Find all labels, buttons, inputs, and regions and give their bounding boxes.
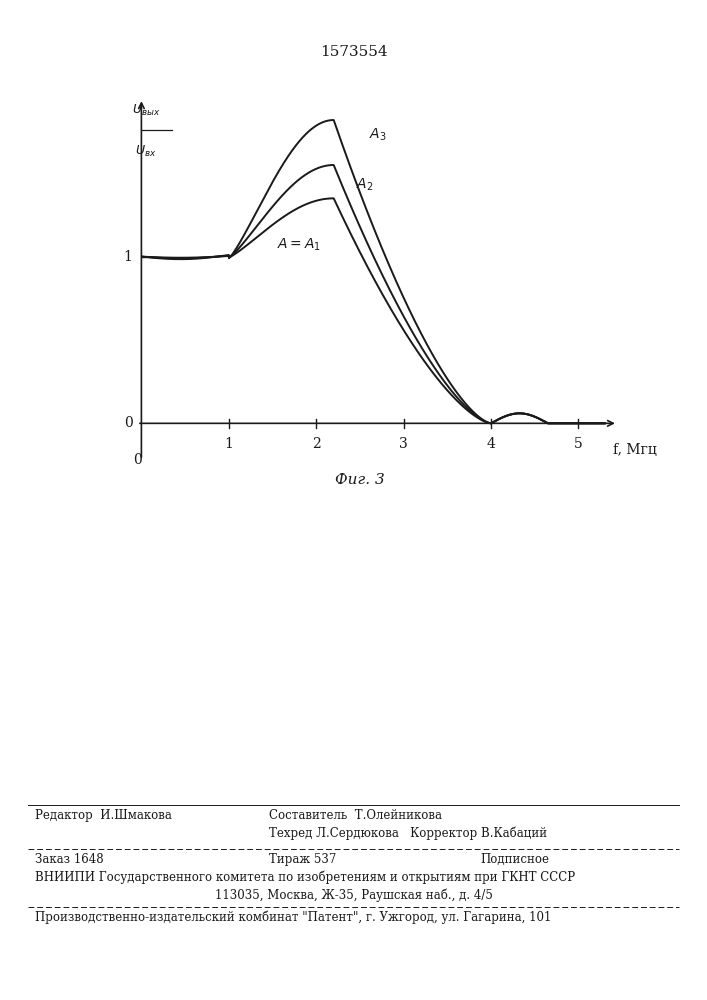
Text: ВНИИПИ Государственного комитета по изобретениям и открытиям при ГКНТ СССР: ВНИИПИ Государственного комитета по изоб…	[35, 871, 575, 884]
Text: f, Мгц: f, Мгц	[614, 443, 658, 457]
Text: Подписное: Подписное	[481, 853, 550, 866]
Text: Фиг. 3: Фиг. 3	[335, 473, 385, 487]
Text: $A_2$: $A_2$	[356, 177, 373, 193]
Text: $A_3$: $A_3$	[368, 127, 386, 143]
Text: $U_{вх}$: $U_{вх}$	[135, 144, 156, 159]
Text: Редактор  И.Шмакова: Редактор И.Шмакова	[35, 809, 173, 822]
Text: 113035, Москва, Ж-35, Раушская наб., д. 4/5: 113035, Москва, Ж-35, Раушская наб., д. …	[214, 889, 493, 902]
Text: 3: 3	[399, 437, 408, 451]
Text: 0: 0	[133, 453, 141, 467]
Text: $A=A_1$: $A=A_1$	[277, 237, 321, 253]
Text: Составитель  Т.Олейникова: Составитель Т.Олейникова	[269, 809, 442, 822]
Text: 1: 1	[124, 250, 133, 264]
Text: 4: 4	[486, 437, 496, 451]
Text: 0: 0	[124, 416, 133, 430]
Text: Заказ 1648: Заказ 1648	[35, 853, 104, 866]
Text: Тираж 537: Тираж 537	[269, 853, 336, 866]
Text: Производственно-издательский комбинат "Патент", г. Ужгород, ул. Гагарина, 101: Производственно-издательский комбинат "П…	[35, 911, 551, 924]
Text: Техред Л.Сердюкова   Корректор В.Кабаций: Техред Л.Сердюкова Корректор В.Кабаций	[269, 827, 547, 840]
Text: $U_{вых}$: $U_{вых}$	[132, 102, 160, 118]
Text: 1: 1	[224, 437, 233, 451]
Text: 1573554: 1573554	[320, 45, 387, 59]
Text: 2: 2	[312, 437, 320, 451]
Text: 5: 5	[574, 437, 583, 451]
